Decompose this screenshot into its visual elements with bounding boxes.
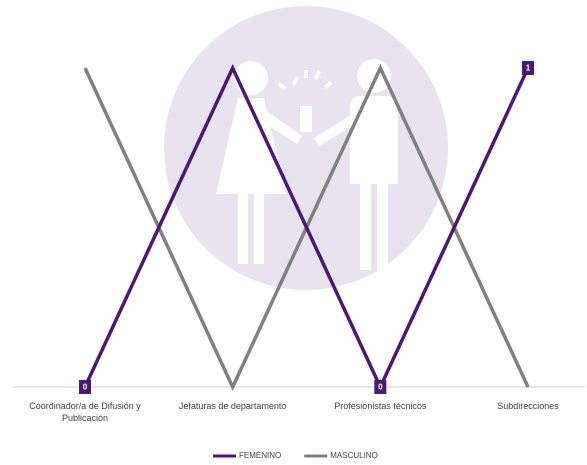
data-label-box bbox=[79, 380, 91, 394]
legend-label: FEMENINO bbox=[239, 451, 281, 460]
x-tick-label-box: Jefaturas de departamento bbox=[178, 401, 287, 411]
data-label-box bbox=[522, 61, 534, 75]
x-tick-label-box: Coordinador/a de Difusión y Publicación bbox=[29, 401, 141, 423]
x-tick-label: Profesionistas técnicos bbox=[334, 401, 427, 411]
x-tick-label: Jefaturas de departamento bbox=[178, 401, 287, 411]
series-line bbox=[83, 63, 530, 392]
legend-label: MASCULINO bbox=[330, 451, 378, 460]
data-label-box bbox=[374, 380, 387, 394]
x-tick-label: Subdirecciones bbox=[497, 401, 559, 411]
x-tick-label: Coordinador/a de Difusión y Publicación bbox=[29, 401, 141, 423]
x-tick-label-box: Profesionistas técnicos bbox=[334, 401, 427, 411]
background-icon bbox=[164, 6, 448, 290]
data-label: 0 bbox=[83, 383, 88, 392]
data-label: 1 bbox=[526, 64, 531, 73]
x-tick-label-box: Subdirecciones bbox=[497, 401, 559, 411]
data-label: 0 bbox=[378, 383, 383, 392]
